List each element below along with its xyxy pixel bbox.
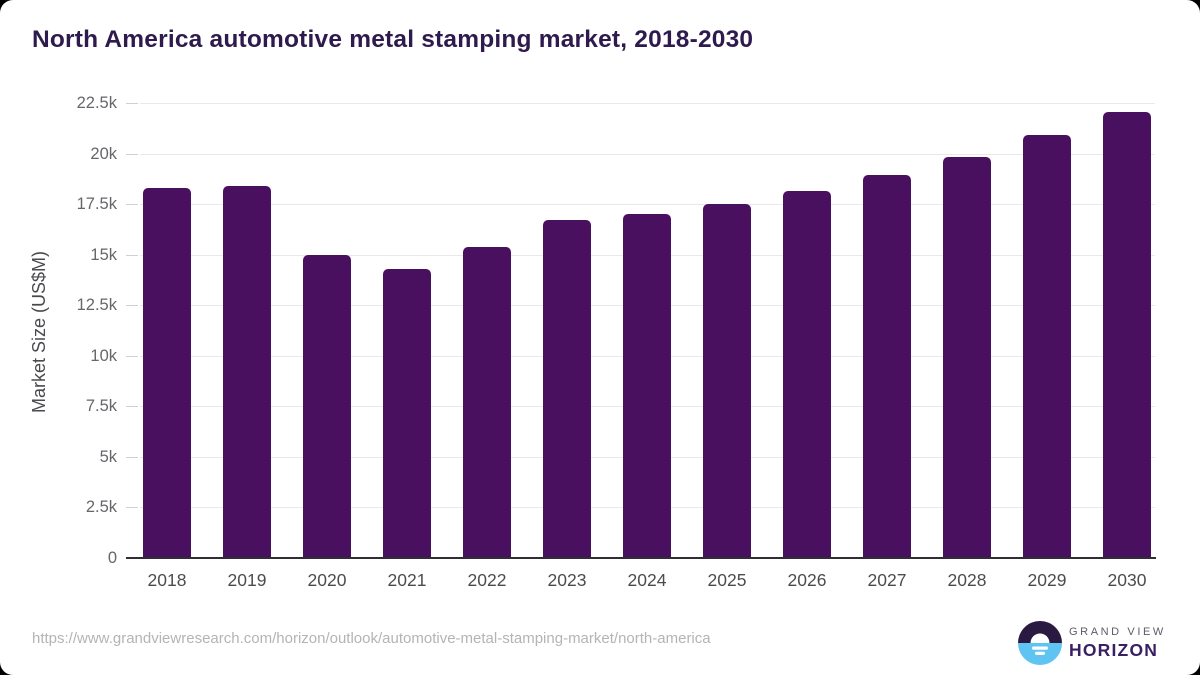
x-tick-label: 2021 xyxy=(387,570,427,590)
x-tick-label: 2024 xyxy=(627,570,667,590)
y-tick-label: 22.5k xyxy=(76,94,117,112)
brand-logo: GRAND VIEW HORIZON xyxy=(1018,621,1166,665)
x-tick-label: 2019 xyxy=(227,570,267,590)
x-tick-label: 2030 xyxy=(1107,570,1147,590)
y-tick-label: 2.5k xyxy=(85,498,117,517)
chart-title: North America automotive metal stamping … xyxy=(32,26,754,53)
bar-2019 xyxy=(223,185,271,557)
gridline xyxy=(140,103,1155,104)
y-tick-label: 10k xyxy=(90,346,117,365)
gridline xyxy=(140,204,1155,206)
x-tick-label: 2027 xyxy=(867,570,907,590)
y-tick-label: 5k xyxy=(99,447,117,466)
bar-2029 xyxy=(1023,135,1071,557)
brand-name-bottom: HORIZON xyxy=(1069,639,1159,660)
y-tick-label: 7.5k xyxy=(85,397,117,416)
y-tick-mark xyxy=(126,406,138,408)
gridline xyxy=(140,153,1155,155)
y-tick-label: 0 xyxy=(107,549,117,567)
bar-2026 xyxy=(783,191,831,557)
brand-name-top: GRAND VIEW xyxy=(1069,625,1166,638)
source-url: https://www.grandviewresearch.com/horizo… xyxy=(32,630,711,647)
y-tick-label: 15k xyxy=(90,245,117,264)
x-tick-label: 2028 xyxy=(947,570,987,590)
x-tick-label: 2022 xyxy=(467,570,507,590)
bar-2018 xyxy=(143,187,191,557)
bar-2025 xyxy=(703,204,751,557)
y-axis-title: Market Size (US$M) xyxy=(29,250,49,414)
horizon-sunrise-icon xyxy=(1018,621,1062,665)
bar-2021 xyxy=(383,268,431,557)
y-tick-mark xyxy=(126,355,138,357)
y-tick-mark xyxy=(126,153,138,155)
x-tick-label: 2029 xyxy=(1027,570,1067,590)
bar-2022 xyxy=(463,246,511,557)
bar-2030 xyxy=(1103,112,1151,557)
x-tick-label: 2020 xyxy=(307,570,347,590)
y-tick-mark xyxy=(126,254,138,256)
bar-2027 xyxy=(863,174,911,557)
x-tick-label: 2018 xyxy=(147,570,187,590)
brand-text: GRAND VIEW HORIZON xyxy=(1069,626,1166,661)
x-tick-label: 2026 xyxy=(787,570,827,590)
x-axis-line xyxy=(126,557,1156,559)
y-tick-mark xyxy=(126,305,138,307)
y-tick-label: 12.5k xyxy=(76,296,117,315)
y-tick-mark xyxy=(126,507,138,509)
y-tick-mark xyxy=(126,456,138,458)
y-tick-mark xyxy=(126,103,138,104)
bar-2020 xyxy=(303,254,351,557)
y-tick-label: 17.5k xyxy=(76,195,117,214)
bar-2023 xyxy=(543,220,591,557)
y-tick-mark xyxy=(126,204,138,206)
y-tick-label: 20k xyxy=(90,144,117,163)
x-tick-label: 2025 xyxy=(707,570,747,590)
x-tick-label: 2023 xyxy=(547,570,587,590)
bar-2028 xyxy=(943,156,991,557)
bar-2024 xyxy=(623,214,671,557)
